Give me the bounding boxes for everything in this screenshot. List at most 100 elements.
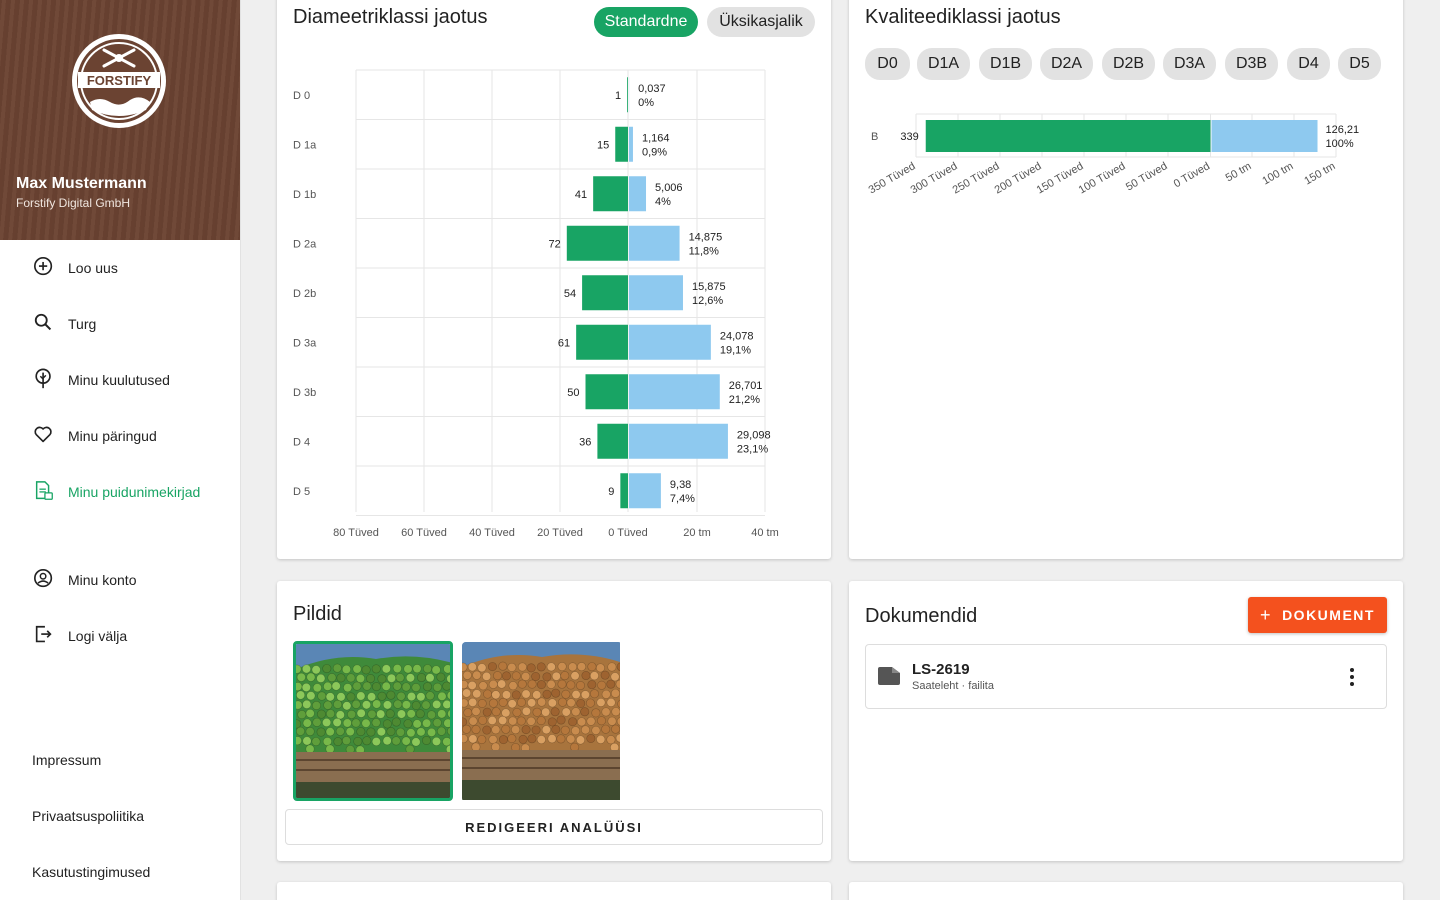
category-label: D 5 [293,486,310,498]
log-end [558,697,568,707]
log-end [297,710,307,720]
quality-chip-d1b[interactable]: D1B [979,48,1032,80]
nav-minu-konto[interactable]: Minu konto [0,560,240,600]
log-end [477,698,487,708]
bottom-card-left [277,882,831,900]
log-end [322,717,332,727]
category-label: D 2a [293,238,317,250]
log-end [366,674,376,684]
bar-tuved-label: 9 [608,486,614,498]
bar-tm-percent: 23,1% [737,443,768,455]
quality-chip-d4[interactable]: D4 [1287,48,1330,80]
edit-analysis-button[interactable]: REDIGEERI ANALÜÜSI [285,809,823,845]
nav-logi-valja[interactable]: Logi välja [0,616,240,656]
log-end [382,736,392,746]
log-end [386,690,396,700]
add-document-label: DOKUMENT [1282,607,1375,623]
log-end [296,719,302,729]
log-end [317,691,327,701]
log-end [392,681,402,691]
log-end [576,681,586,691]
quality-chip-d0[interactable]: D0 [865,48,910,80]
log-end [546,662,556,672]
bar-tuved-label: 72 [549,238,561,250]
quality-chip-d1a[interactable]: D1A [917,48,970,80]
footer-privaatsuspoliitika[interactable]: Privaatsuspoliitika [32,808,145,824]
log-end [517,662,527,672]
log-end [395,673,405,683]
toggle-standardne[interactable]: Standardne [594,7,698,37]
log-end [336,673,346,683]
log-end [367,709,377,719]
log-end [557,679,567,689]
log-end [591,725,601,735]
x-tick-label: 60 Tüved [401,527,447,539]
bar-tm [629,473,661,509]
document-item[interactable]: LS-2619 Saateleht · failita [865,644,1387,709]
x-tick-label: 50 tm [1224,160,1254,184]
log-pile-original-image[interactable] [462,642,622,802]
bar-tm [629,324,711,360]
log-end [566,734,576,744]
log-end [296,664,302,674]
log-end [532,690,542,700]
log-end [343,683,353,693]
bar-tuved [576,324,628,360]
log-end [432,682,442,692]
log-end [468,734,478,744]
toggle-uksikasjalik[interactable]: Üksikasjalik [707,7,815,37]
quality-distribution-card: Kvaliteediklassi jaotus D0 D1A D1B D2A D2B D3… [849,0,1403,559]
quality-chip-d5[interactable]: D5 [1338,48,1381,80]
category-label: D 0 [293,90,310,102]
nav-minu-kuulutused[interactable]: Minu kuulutused [0,360,240,400]
footer-kasutustingimused[interactable]: Kasutustingimused [32,864,151,880]
add-document-button[interactable]: + DOKUMENT [1248,597,1387,633]
log-end [581,671,591,681]
log-pile-analysis-image[interactable] [293,641,453,801]
log-end [371,664,381,674]
log-end [589,689,599,699]
log-end [361,718,371,728]
account-circle-icon [34,569,53,588]
log-end [335,710,345,720]
bar-tm-label: 0,037 [638,83,666,95]
log-end [405,673,415,683]
log-end [296,690,306,700]
log-end [542,672,552,682]
documents-card-title: Dokumendid [865,605,978,627]
log-end [551,725,561,735]
bar-tm-percent: 100% [1326,138,1354,150]
log-end [607,716,617,726]
log-end [425,673,435,683]
nav-loo-uus[interactable]: Loo uus [0,248,240,288]
log-end [491,742,501,752]
log-end [521,689,531,699]
log-end [611,724,621,734]
diameter-card-title: Diameetriklassi jaotus [293,6,488,28]
log-end [432,718,442,728]
nav-minu-puidunimekirjad[interactable]: Minu puidunimekirjad [0,472,240,512]
log-end [416,692,426,702]
nav-turg[interactable]: Turg [0,304,240,344]
log-end [471,706,481,716]
log-end [600,670,610,680]
quality-chip-d3a[interactable]: D3A [1163,48,1216,80]
log-end [346,692,356,702]
x-tick-label: 100 tm [1260,160,1295,187]
log-end [526,663,536,673]
log-end [305,708,315,718]
bar-tm-label: 26,701 [729,380,763,392]
more-vert-icon[interactable] [1346,667,1358,687]
log-end [427,710,437,720]
log-end [316,709,326,719]
bar-tm-percent: 11,8% [689,245,720,257]
nav-minu-paringud[interactable]: Minu päringud [0,416,240,456]
quality-chip-d2a[interactable]: D2A [1040,48,1093,80]
footer-impressum[interactable]: Impressum [32,752,102,768]
log-end [407,692,417,702]
quality-chip-d3b[interactable]: D3B [1225,48,1278,80]
x-tick-label: 0 Tüved [608,527,648,539]
quality-chip-d2b[interactable]: D2B [1102,48,1155,80]
log-end [606,735,616,745]
log-end [376,727,386,737]
